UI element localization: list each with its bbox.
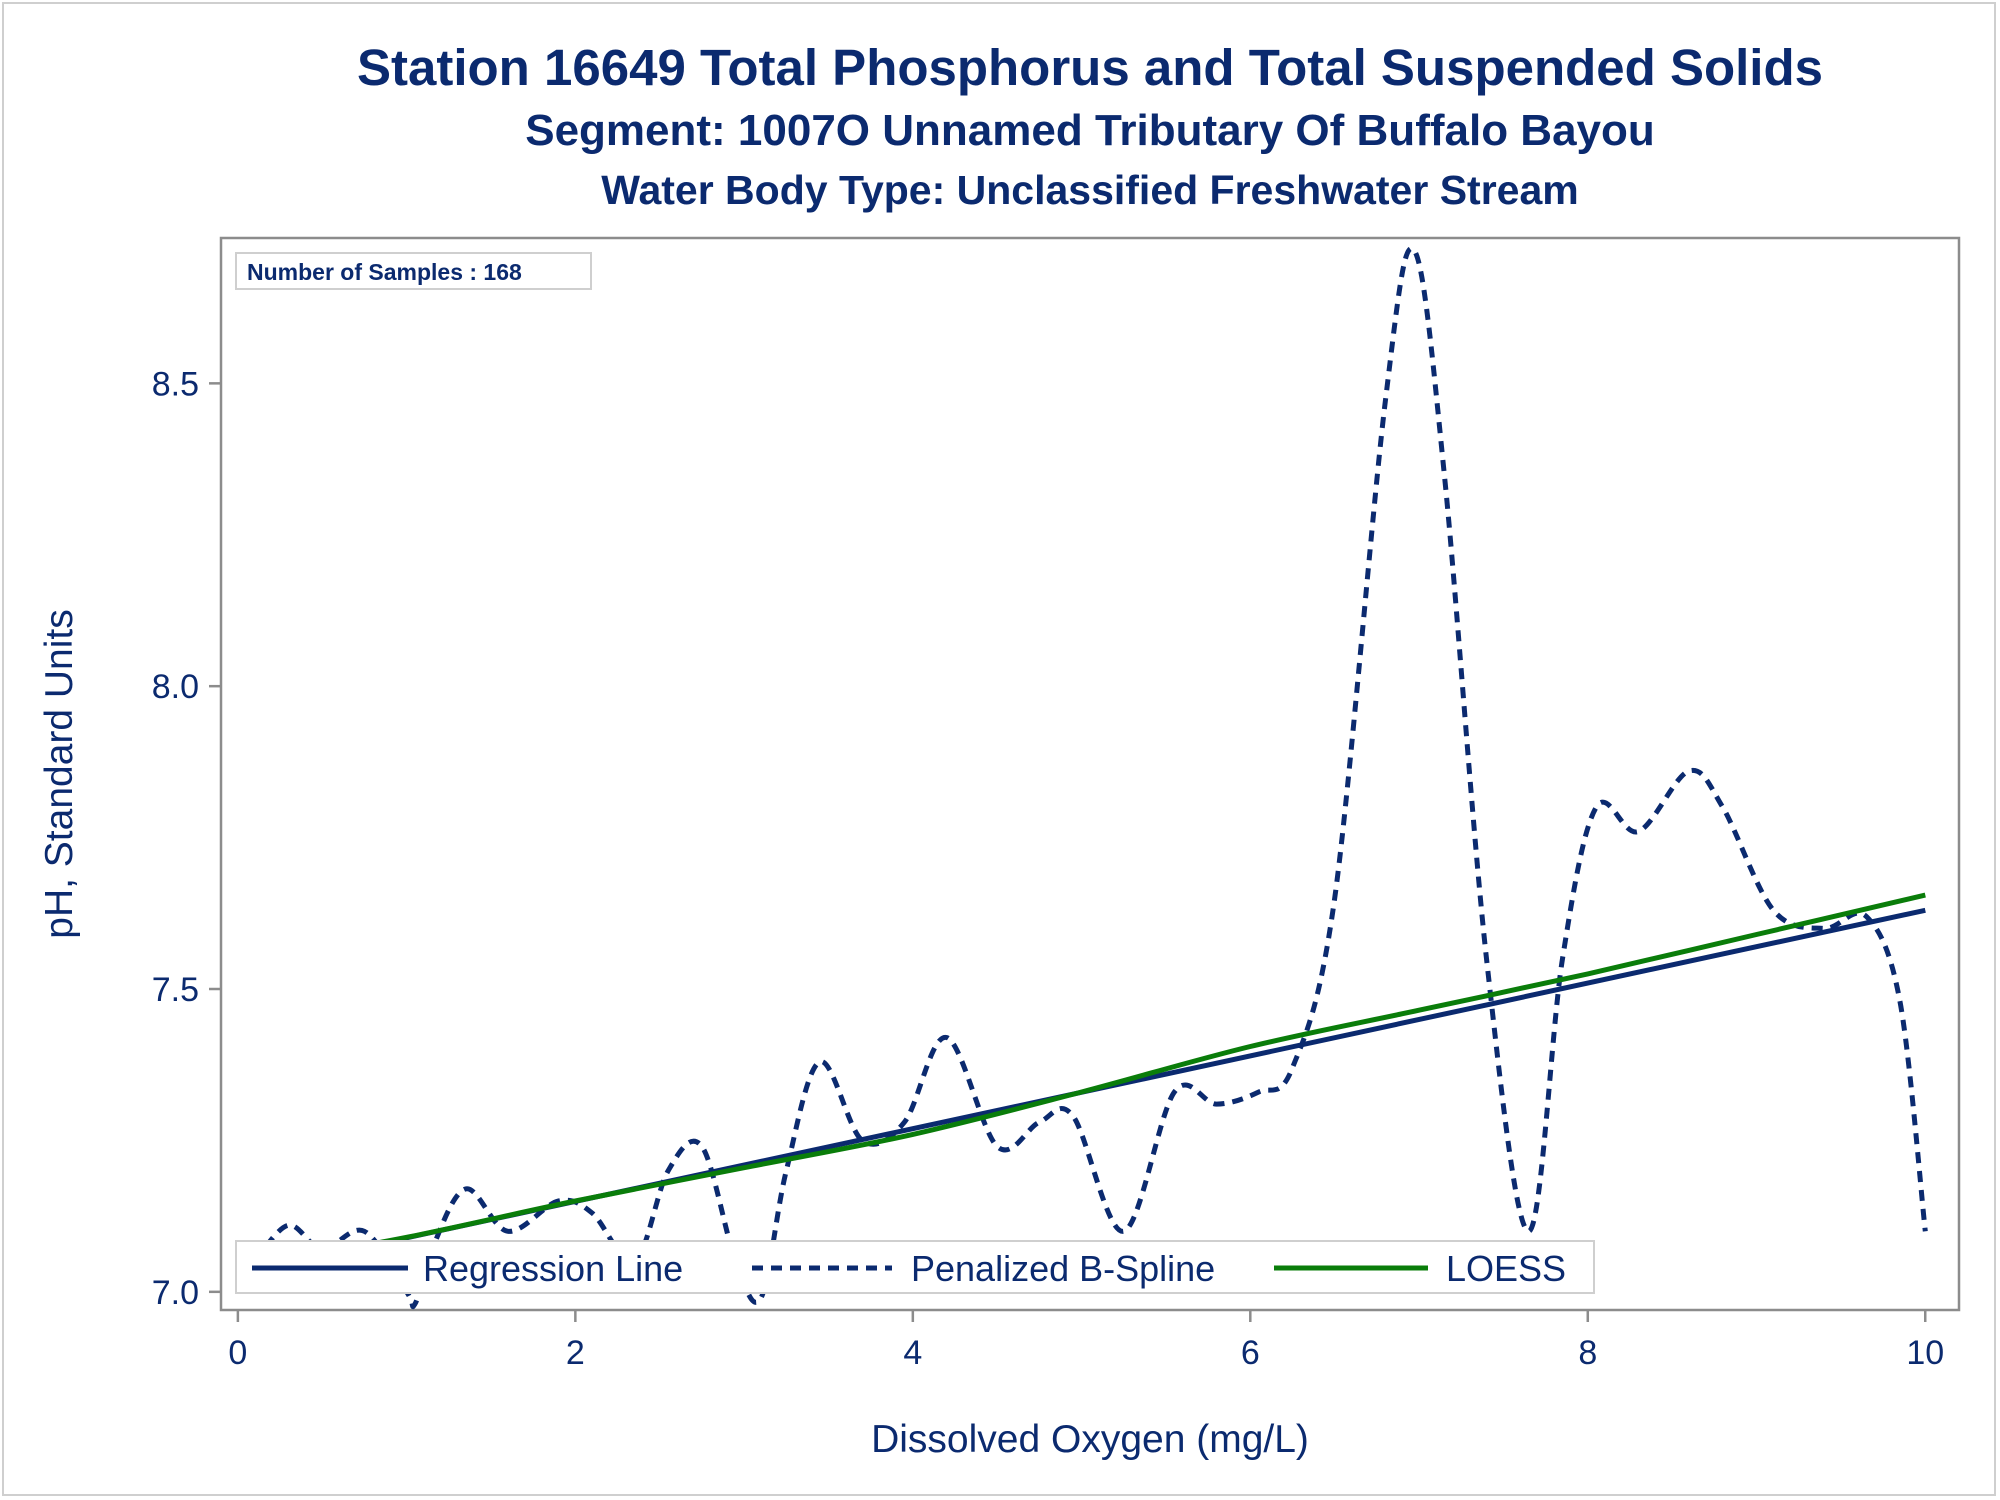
x-tick-label: 0 xyxy=(228,1334,247,1372)
y-axis-label: pH, Standard Units xyxy=(38,609,81,939)
y-tick-label: 7.0 xyxy=(152,1274,199,1312)
legend-label-loess: LOESS xyxy=(1446,1248,1566,1289)
loess-line xyxy=(254,892,1926,1268)
sample-count-inset-box xyxy=(235,252,592,290)
chart-subtitle-segment: Segment: 1007O Unnamed Tributary Of Buff… xyxy=(525,106,1655,155)
y-tick-label: 8.0 xyxy=(152,668,199,706)
chart-title: Station 16649 Total Phosphorus and Total… xyxy=(357,39,1823,96)
x-tick-label: 4 xyxy=(903,1334,922,1372)
series-layer xyxy=(252,246,1928,1310)
x-axis-label: Dissolved Oxygen (mg/L) xyxy=(871,1418,1309,1461)
legend-label-spline: Penalized B-Spline xyxy=(911,1248,1215,1289)
y-axis: 7.0 7.5 8.0 8.5 xyxy=(152,365,221,1312)
chart-subtitle-water-body: Water Body Type: Unclassified Freshwater… xyxy=(601,167,1579,213)
x-tick-label: 2 xyxy=(566,1334,585,1372)
x-tick-label: 6 xyxy=(1241,1334,1260,1372)
legend: Regression Line Penalized B-Spline LOESS xyxy=(235,1240,1595,1294)
penalized-b-spline-line xyxy=(252,246,1928,1310)
sample-count-inset: Number of Samples : 168 xyxy=(235,252,592,290)
x-tick-label: 8 xyxy=(1578,1334,1597,1372)
sample-count-text: Number of Samples : 168 xyxy=(247,259,522,285)
y-tick-label: 8.5 xyxy=(152,365,199,403)
legend-label-regression: Regression Line xyxy=(423,1248,683,1289)
y-tick-label: 7.5 xyxy=(152,971,199,1009)
x-axis: 0 2 4 6 8 10 xyxy=(228,1310,1944,1372)
x-tick-label: 10 xyxy=(1906,1334,1944,1372)
plot-area-frame xyxy=(219,236,1961,1312)
